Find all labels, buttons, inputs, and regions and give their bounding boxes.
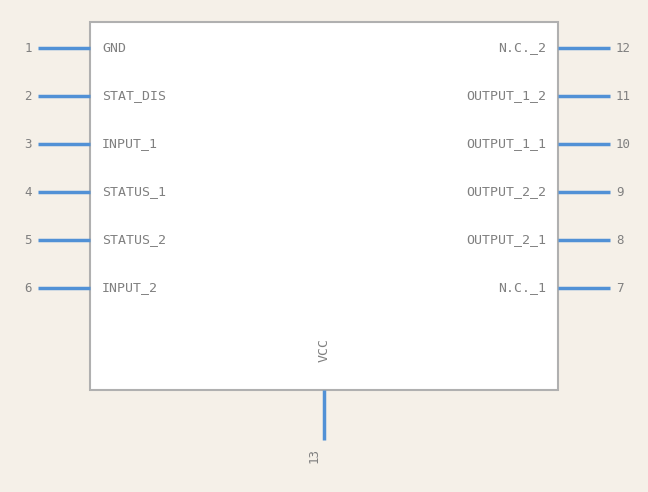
Bar [90,22,558,390]
Text: STATUS_1: STATUS_1 [102,185,166,198]
Text: 7: 7 [616,281,623,295]
Text: 12: 12 [616,41,631,55]
Text: VCC: VCC [318,338,330,362]
Text: 13: 13 [308,448,321,463]
Text: GND: GND [102,41,126,55]
Text: 11: 11 [616,90,631,102]
Text: OUTPUT_2_2: OUTPUT_2_2 [466,185,546,198]
Text: OUTPUT_1_1: OUTPUT_1_1 [466,137,546,151]
Text: N.C._1: N.C._1 [498,281,546,295]
Text: N.C._2: N.C._2 [498,41,546,55]
Text: 3: 3 [25,137,32,151]
Text: STAT_DIS: STAT_DIS [102,90,166,102]
Text: INPUT_2: INPUT_2 [102,281,158,295]
Text: 4: 4 [25,185,32,198]
Text: 9: 9 [616,185,623,198]
Text: 6: 6 [25,281,32,295]
Text: OUTPUT_1_2: OUTPUT_1_2 [466,90,546,102]
Text: 5: 5 [25,234,32,246]
Text: OUTPUT_2_1: OUTPUT_2_1 [466,234,546,246]
Text: 10: 10 [616,137,631,151]
Text: STATUS_2: STATUS_2 [102,234,166,246]
Text: 1: 1 [25,41,32,55]
Text: 8: 8 [616,234,623,246]
Text: INPUT_1: INPUT_1 [102,137,158,151]
Text: 2: 2 [25,90,32,102]
